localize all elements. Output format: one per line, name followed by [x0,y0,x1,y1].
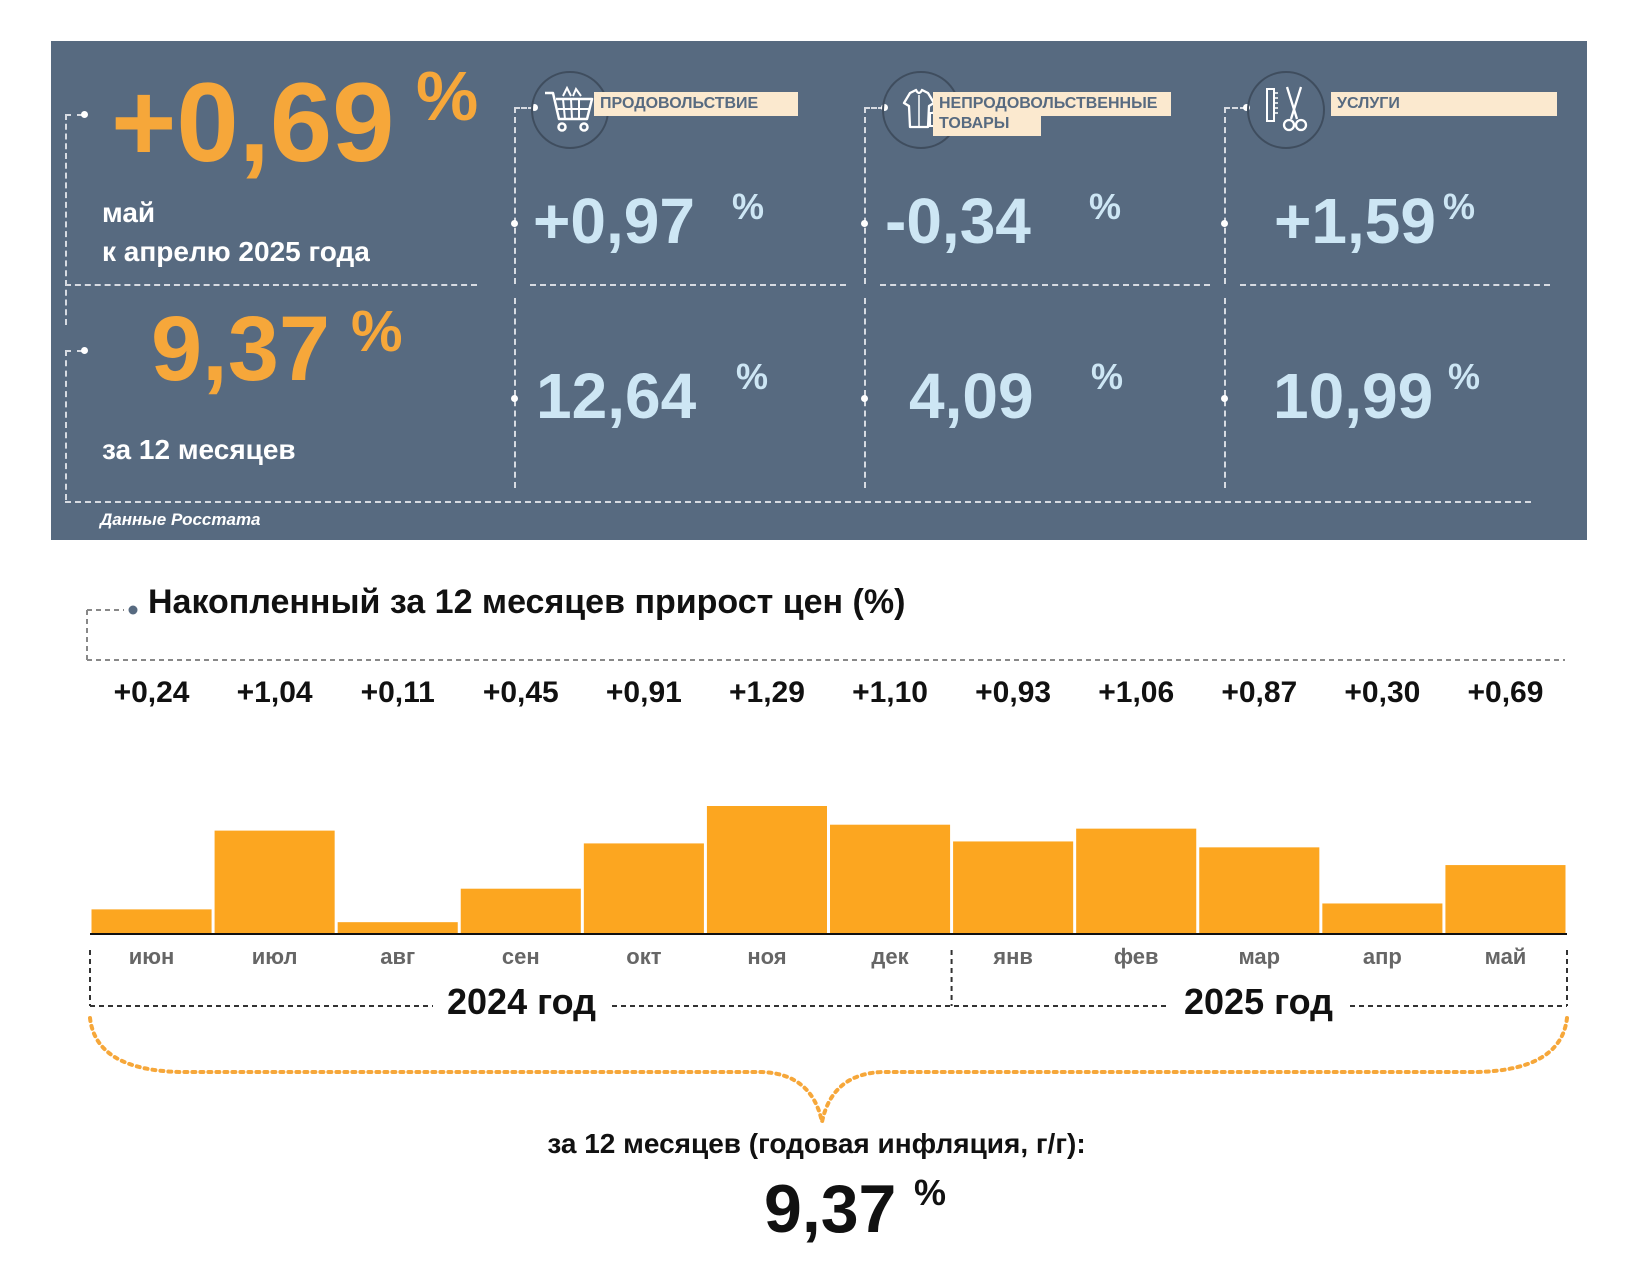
category-label-food: ПРОДОВОЛЬСТВИЕ [594,92,798,116]
connector-dot [1221,395,1228,402]
food-annual-value: 12,64 [536,360,697,432]
chart-title-connector [86,605,1565,661]
value-label-июл: +1,04 [236,676,313,709]
connector-dot [81,111,88,118]
month-label-янв: янв [993,944,1033,969]
annual-label: за 12 месяцев [102,434,296,465]
shopping-cart-icon [545,85,594,132]
bar-апр [1322,903,1443,933]
value-label-фев: +1,06 [1098,676,1175,709]
nonfood-annual-pct: % [1091,356,1124,397]
bar-авг [337,922,458,933]
month-label-апр: апр [1362,944,1402,969]
bar-фев [1076,828,1197,933]
bar-мар [1199,847,1320,933]
category-name: УСЛУГИ [1337,95,1400,112]
connector-dot [81,347,88,354]
value-label-янв: +0,93 [975,676,1052,709]
bar-июл [214,830,335,933]
value-label-ноя: +1,29 [728,676,805,709]
bar-янв [953,841,1074,933]
month-label-фев: фев [1113,944,1159,969]
month-label-июл: июл [251,944,298,969]
category-name: НЕПРОДОВОЛЬСТВЕННЫЕ [939,95,1158,112]
category-label-nonfood: НЕПРОДОВОЛЬСТВЕННЫЕ [933,92,1171,116]
annual-inflation-pct: % [351,299,403,364]
category-name: ПРОДОВОЛЬСТВИЕ [600,95,759,112]
year-label-2024: 2024 год [433,981,610,1023]
connector-dot [1243,104,1250,111]
category-label-nonfood-line2: ТОВАРЫ [933,112,1041,136]
services-annual-pct: % [1448,356,1481,397]
value-label-мар: +0,87 [1221,676,1298,709]
category-label-services: УСЛУГИ [1331,92,1557,116]
bar-май [1445,865,1566,933]
monthly-inflation-pct: % [416,57,479,135]
services-monthly-value: +1,59 [1274,185,1436,257]
food-monthly-pct: % [732,186,765,227]
connector-dot [511,220,518,227]
month-label-мар: мар [1238,944,1281,969]
bar-окт [583,843,704,933]
annual-summary-value: 9,37 [764,1171,897,1247]
value-label-май: +0,69 [1467,676,1544,709]
month-label-окт: окт [626,944,662,969]
connector-dot [511,395,518,402]
year-label-2025: 2025 год [1170,981,1347,1023]
value-label-авг: +0,11 [360,676,435,709]
connector-dot [1221,220,1228,227]
chart-title: Накопленный за 12 месяцев прирост цен (%… [148,583,906,621]
bar-июн [91,909,212,933]
bar-дек [830,824,951,933]
bar-сен [460,888,581,933]
value-label-дек: +1,10 [852,676,928,709]
monthly-inflation-value: +0,69 [111,60,395,185]
month-label-ноя: ноя [747,944,787,969]
services-monthly-pct: % [1443,186,1476,227]
category-icon-circle [531,71,609,149]
monthly-label-period: к апрелю 2025 года [102,236,370,267]
connector-dot [861,220,868,227]
month-label-июн: июн [128,944,175,969]
value-label-апр: +0,30 [1344,676,1421,709]
food-monthly-value: +0,97 [533,185,695,257]
monthly-label-month: май [102,197,156,228]
value-label-окт: +0,91 [605,676,682,709]
annual-inflation-value: 9,37 [151,298,331,400]
services-annual-value: 10,99 [1273,360,1434,432]
category-name-2: ТОВАРЫ [939,115,1010,132]
food-annual-pct: % [736,356,769,397]
data-source-note: Данные Росстата [100,510,261,529]
value-label-июн: +0,24 [113,676,190,709]
category-icon-circle [1247,71,1325,149]
month-label-сен: сен [501,944,540,969]
summary-panel: +0,69 % май к апрелю 2025 года 9,37 % за… [51,41,1587,540]
nonfood-monthly-pct: % [1089,186,1122,227]
value-label-сен: +0,45 [482,676,559,709]
month-label-авг: авг [380,944,416,969]
nonfood-annual-value: 4,09 [909,360,1034,432]
connector-dot [861,395,868,402]
month-label-дек: дек [871,944,909,969]
annual-summary-pct: % [914,1172,947,1213]
annual-total-brace [88,1016,1569,1123]
month-label-май: май [1484,944,1527,969]
annual-summary-label: за 12 месяцев (годовая инфляция, г/г): [547,1128,1086,1159]
bar-ноя [706,806,827,933]
nonfood-monthly-value: -0,34 [885,185,1031,257]
scissors-comb-icon [1266,86,1308,132]
